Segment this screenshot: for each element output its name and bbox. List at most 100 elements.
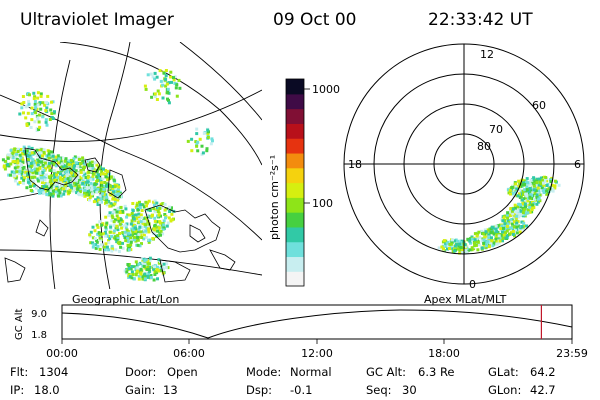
- emission-pixel: [483, 235, 487, 239]
- mlt-label-18: 18: [348, 158, 362, 171]
- emission-pixel: [520, 220, 524, 224]
- emission-pixel: [511, 207, 515, 211]
- emission-pixel: [166, 87, 170, 91]
- emission-pixel: [533, 197, 536, 201]
- emission-pixel: [530, 181, 534, 185]
- emission-pixel: [41, 115, 45, 119]
- emission-pixel: [95, 223, 99, 227]
- emission-pixel: [124, 207, 128, 211]
- emission-pixel: [32, 91, 36, 95]
- emission-pixel: [490, 239, 494, 243]
- emission-pixel: [154, 227, 158, 231]
- emission-pixel: [453, 245, 457, 248]
- emission-pixel: [168, 210, 172, 213]
- emission-pixel: [118, 222, 122, 226]
- colorbar-band: [286, 152, 304, 169]
- emission-pixel: [35, 167, 39, 171]
- emission-pixel: [531, 191, 535, 195]
- emission-pixel: [16, 167, 20, 171]
- emission-pixel: [156, 89, 160, 93]
- emission-pixel: [186, 139, 190, 143]
- emission-pixel: [123, 223, 127, 227]
- emission-pixel: [113, 210, 117, 214]
- emission-pixel: [528, 182, 532, 186]
- emission-pixel: [138, 244, 142, 248]
- emission-pixel: [90, 188, 94, 192]
- emission-pixel: [36, 116, 40, 120]
- door-value: Open: [167, 365, 198, 379]
- emission-pixel: [28, 185, 32, 189]
- emission-pixel: [26, 176, 30, 180]
- emission-pixel: [153, 71, 157, 75]
- emission-pixel: [519, 212, 522, 216]
- emission-pixel: [195, 132, 199, 136]
- emission-pixel: [175, 83, 179, 87]
- emission-pixel: [31, 171, 35, 175]
- emission-pixel: [50, 112, 54, 116]
- emission-pixel: [45, 101, 49, 105]
- emission-pixel: [513, 225, 517, 229]
- emission-pixel: [38, 166, 42, 170]
- emission-pixel: [473, 232, 477, 236]
- emission-pixel: [157, 261, 161, 265]
- emission-pixel: [139, 272, 143, 276]
- emission-pixel: [525, 185, 529, 189]
- emission-pixel: [153, 223, 157, 227]
- emission-pixel: [39, 176, 43, 180]
- emission-pixel: [44, 120, 48, 124]
- emission-pixel: [55, 185, 59, 189]
- emission-pixel: [21, 160, 25, 164]
- emission-pixel: [458, 251, 462, 255]
- altitude-curve: [61, 309, 573, 339]
- emission-pixel: [517, 192, 521, 196]
- emission-pixel: [87, 164, 91, 168]
- emission-pixel: [53, 163, 56, 167]
- emission-pixel: [147, 230, 151, 234]
- emission-pixel: [116, 216, 120, 220]
- emission-pixel: [7, 173, 11, 177]
- gcalt-label: GC Alt:: [366, 365, 406, 379]
- emission-pixel: [36, 96, 40, 100]
- emission-pixel: [78, 177, 81, 181]
- emission-pixel: [21, 158, 25, 162]
- emission-pixel: [68, 172, 72, 176]
- emission-pixel: [502, 226, 505, 230]
- emission-pixel: [131, 273, 135, 276]
- emission-pixel: [209, 142, 213, 146]
- emission-pixel: [70, 158, 73, 162]
- emission-pixel: [502, 216, 506, 220]
- emission-pixel: [112, 223, 116, 227]
- emission-pixel: [506, 234, 510, 237]
- emission-pixel: [37, 159, 41, 163]
- emission-pixel: [45, 123, 49, 127]
- emission-pixel: [103, 172, 107, 176]
- emission-pixel: [515, 187, 519, 191]
- emission-pixel: [525, 188, 529, 192]
- alt-tick-top: 9.0: [31, 309, 47, 320]
- emission-pixel: [535, 183, 539, 187]
- emission-pixel: [51, 185, 55, 189]
- emission-pixel: [517, 184, 521, 188]
- emission-pixel: [99, 187, 103, 191]
- emission-pixel: [163, 213, 167, 216]
- colorbar-band: [286, 108, 304, 124]
- emission-pixel: [530, 194, 534, 197]
- emission-pixel: [103, 248, 107, 252]
- emission-pixel: [82, 158, 86, 162]
- emission-pixel: [539, 176, 543, 180]
- emission-pixel: [104, 215, 108, 219]
- time-tick-1200: 12:00: [301, 347, 333, 360]
- emission-pixel: [72, 157, 76, 161]
- emission-pixel: [98, 172, 102, 176]
- emission-pixel: [21, 167, 25, 170]
- emission-pixel: [111, 185, 115, 188]
- emission-pixel: [98, 236, 102, 240]
- emission-pixel: [501, 219, 505, 223]
- emission-pixel: [172, 78, 176, 82]
- image-time: 22:33:42 UT: [428, 10, 533, 30]
- emission-pixel: [36, 179, 40, 183]
- glon-value: 42.7: [530, 383, 556, 397]
- emission-pixel: [98, 194, 102, 198]
- time-tick-0600: 06:00: [173, 347, 205, 360]
- emission-pixel: [141, 275, 145, 279]
